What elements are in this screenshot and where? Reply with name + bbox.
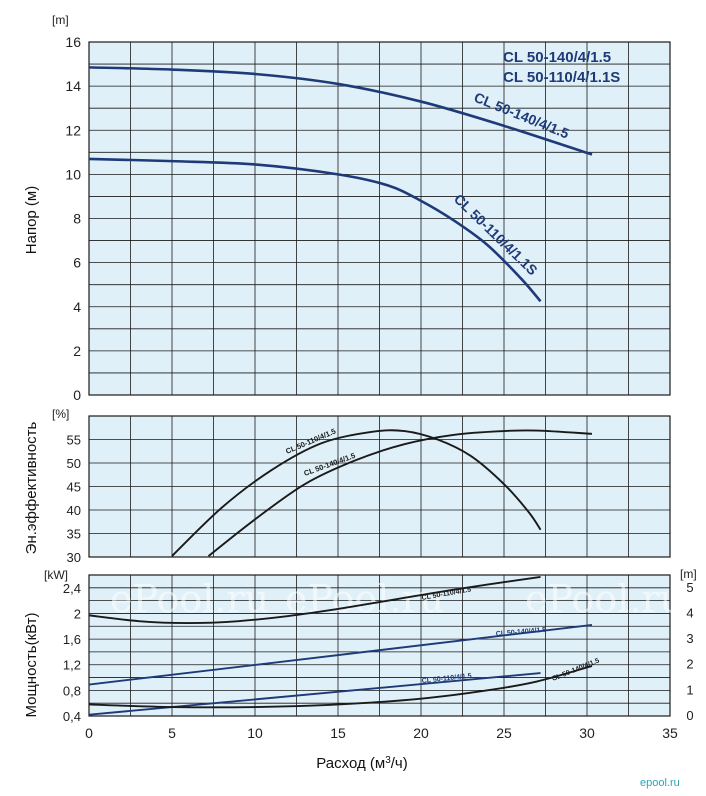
efficiency-ytick-label: 30: [67, 550, 81, 565]
head-plot-border: [88, 41, 671, 396]
watermark-text: ePool.ru: [285, 577, 444, 621]
power-right-tick-label: 5: [686, 580, 693, 595]
head-series-line: [89, 157, 542, 303]
x-tick-label: 35: [662, 725, 678, 741]
power-right-tick-label: 1: [686, 682, 693, 697]
head-ytick-label: 0: [73, 387, 81, 403]
x-tick-label: 0: [85, 725, 93, 741]
efficiency-ytick-label: 35: [67, 527, 81, 542]
power-axis-title: Мощность(кВт): [23, 612, 40, 717]
head-ytick-label: 16: [65, 34, 81, 50]
head-ytick-label: 8: [73, 211, 81, 227]
power-right-tick-label: 4: [686, 605, 693, 620]
power-right-tick-label: 3: [686, 631, 693, 646]
efficiency-plot-border: [88, 415, 671, 558]
x-tick-label: 15: [330, 725, 346, 741]
watermark-text: ePool.ru: [110, 577, 269, 621]
efficiency-series-line: [171, 429, 542, 557]
x-axis-title: Расход (м3/ч): [316, 755, 407, 772]
efficiency-unit: [%]: [52, 407, 69, 421]
x-tick-label: 5: [168, 725, 176, 741]
brand-logo: epool.ru: [640, 777, 680, 789]
head-ytick-label: 10: [65, 166, 81, 182]
power-unit: [kW]: [44, 568, 68, 582]
watermark-text: ePool.ru: [525, 577, 684, 621]
power-series-line: [89, 575, 541, 625]
power-panel: 0,4 0,8 1,2 1,6 2 2,4 0 1 2 3 4 5 0 5 10 15 20 25 30 35 ePoo…: [63, 574, 694, 741]
head-ytick-label: 6: [73, 255, 81, 271]
x-tick-label: 25: [496, 725, 512, 741]
power-series-line: [89, 624, 593, 686]
head-ytick-label: 12: [65, 122, 81, 138]
model-title-2: CL 50-110/4/1.1S: [503, 69, 620, 86]
x-tick-label: 30: [579, 725, 595, 741]
power-ytick-label: 2,4: [63, 581, 81, 596]
efficiency-axis-title: Эн.эффективность: [23, 421, 40, 554]
power-ytick-label: 0,4: [63, 709, 81, 724]
power-ytick-label: 2: [74, 606, 81, 621]
efficiency-ytick-label: 50: [67, 456, 81, 471]
power-plot-border: [88, 574, 671, 717]
power-ytick-label: 1,6: [63, 632, 81, 647]
head-ytick-label: 14: [65, 78, 81, 94]
power-ytick-label: 1,2: [63, 658, 81, 673]
efficiency-ytick-label: 40: [67, 503, 81, 518]
power-right-unit: [m]: [680, 567, 697, 581]
efficiency-ytick-label: 45: [67, 480, 81, 495]
head-unit: [m]: [52, 13, 69, 27]
power-right-tick-label: 0: [686, 708, 693, 723]
x-tick-label: 20: [413, 725, 429, 741]
head-series-line: [89, 66, 593, 156]
efficiency-series-line: [207, 429, 593, 557]
head-ytick-label: 2: [73, 343, 81, 359]
head-panel: 0 2 4 6 8 10 12 14 16 CL 50-140/4/1.5 CL 50-110/4/…: [65, 34, 671, 403]
x-tick-label: 10: [247, 725, 263, 741]
power-ytick-label: 0,8: [63, 683, 81, 698]
efficiency-ytick-label: 55: [67, 433, 81, 448]
model-title-1: CL 50-140/4/1.5: [503, 49, 611, 66]
head-axis-title: Напор (м): [23, 186, 40, 254]
power-right-tick-label: 2: [686, 657, 693, 672]
head-ytick-label: 4: [73, 299, 81, 315]
power-series-line: [89, 665, 593, 709]
power-series-label: CL 50-140/4/1.5: [496, 627, 547, 638]
